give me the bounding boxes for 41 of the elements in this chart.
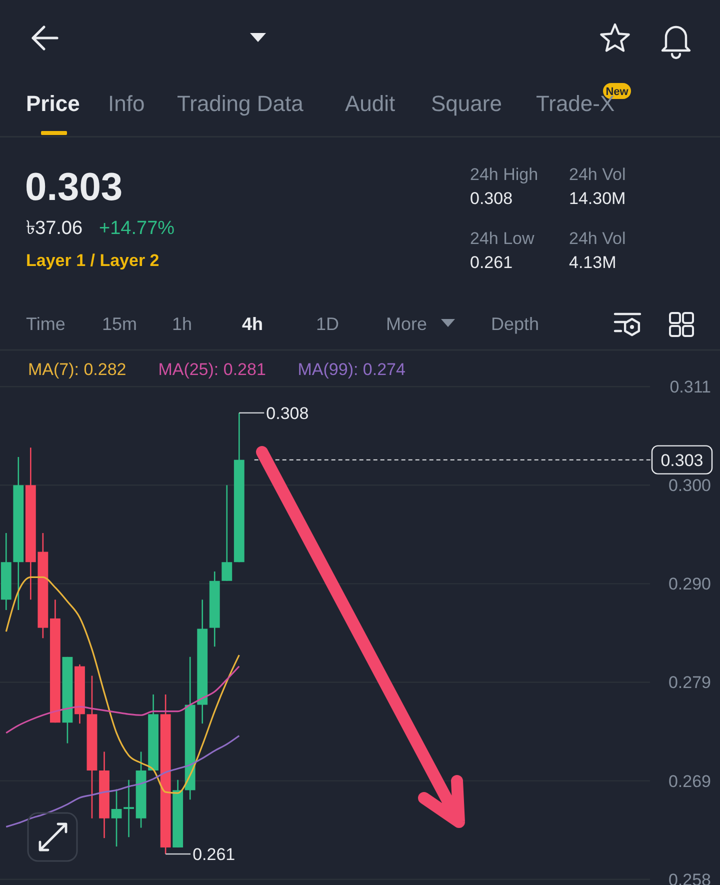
text: +14.77% — [99, 218, 175, 239]
text: 0.303 — [660, 450, 704, 470]
line-series — [5, 734, 240, 828]
y-tick-label: 0.269 — [668, 772, 711, 791]
text: 24h Vol — [569, 165, 626, 184]
text: 24h Vol — [569, 229, 626, 248]
annotation: 0.308 — [266, 404, 309, 423]
candlestick — [222, 484, 232, 582]
text: Info — [108, 91, 145, 116]
text: Depth — [491, 314, 540, 334]
text: MA(99): 0.274 — [298, 360, 406, 379]
text: 24h Low — [470, 229, 535, 248]
y-tick-label: 0.279 — [668, 673, 711, 692]
text: 0.261 — [470, 253, 513, 272]
text: 1D — [316, 314, 340, 334]
text: MA(7): 0.282 — [28, 360, 126, 379]
text: Square — [431, 91, 502, 116]
text: Audit — [345, 91, 396, 116]
annotation: 0.261 — [192, 844, 236, 864]
text: 4.13M — [569, 253, 616, 272]
candlestick — [111, 788, 122, 848]
text: 1h — [172, 314, 192, 334]
y-tick-label: 0.290 — [668, 574, 711, 594]
text: 14.30M — [569, 189, 626, 208]
candlestick — [124, 779, 134, 838]
text: ৳37.06 — [26, 218, 83, 239]
text: MA(25): 0.281 — [158, 360, 266, 379]
line-series — [5, 576, 240, 794]
text: 24h High — [470, 165, 538, 184]
text: 0.303 — [25, 166, 123, 209]
text: Price — [26, 91, 80, 116]
text: Layer 1 / Layer 2 — [26, 251, 160, 270]
y-tick-label: 0.311 — [670, 378, 711, 397]
line-series — [5, 666, 240, 734]
text: 15m — [102, 314, 138, 334]
y-tick-label: 0.300 — [668, 476, 711, 496]
text: 0.308 — [470, 189, 513, 208]
text: 4h — [242, 314, 264, 334]
text: Trading Data — [177, 91, 304, 116]
text: Time — [26, 314, 66, 334]
text: More — [386, 314, 428, 334]
